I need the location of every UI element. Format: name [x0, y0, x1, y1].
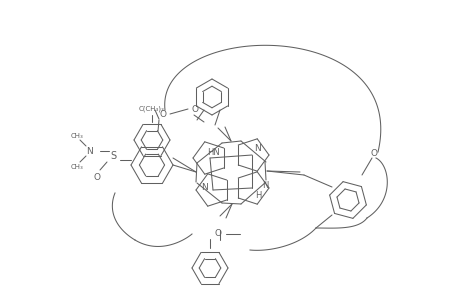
Text: O: O: [369, 148, 377, 158]
Text: S: S: [110, 151, 116, 161]
Text: HN: HN: [207, 148, 220, 157]
Text: O: O: [93, 172, 100, 182]
Text: H: H: [254, 190, 261, 200]
Text: N: N: [201, 184, 208, 193]
Text: N: N: [254, 143, 261, 152]
Text: CH₃: CH₃: [71, 133, 83, 139]
Text: CH₃: CH₃: [71, 164, 83, 170]
Text: N: N: [86, 146, 93, 155]
Text: O: O: [159, 110, 166, 118]
Text: O: O: [214, 230, 221, 238]
Text: N: N: [261, 181, 268, 190]
Text: O: O: [191, 104, 198, 113]
Text: C(CH₃)₃: C(CH₃)₃: [139, 106, 164, 112]
